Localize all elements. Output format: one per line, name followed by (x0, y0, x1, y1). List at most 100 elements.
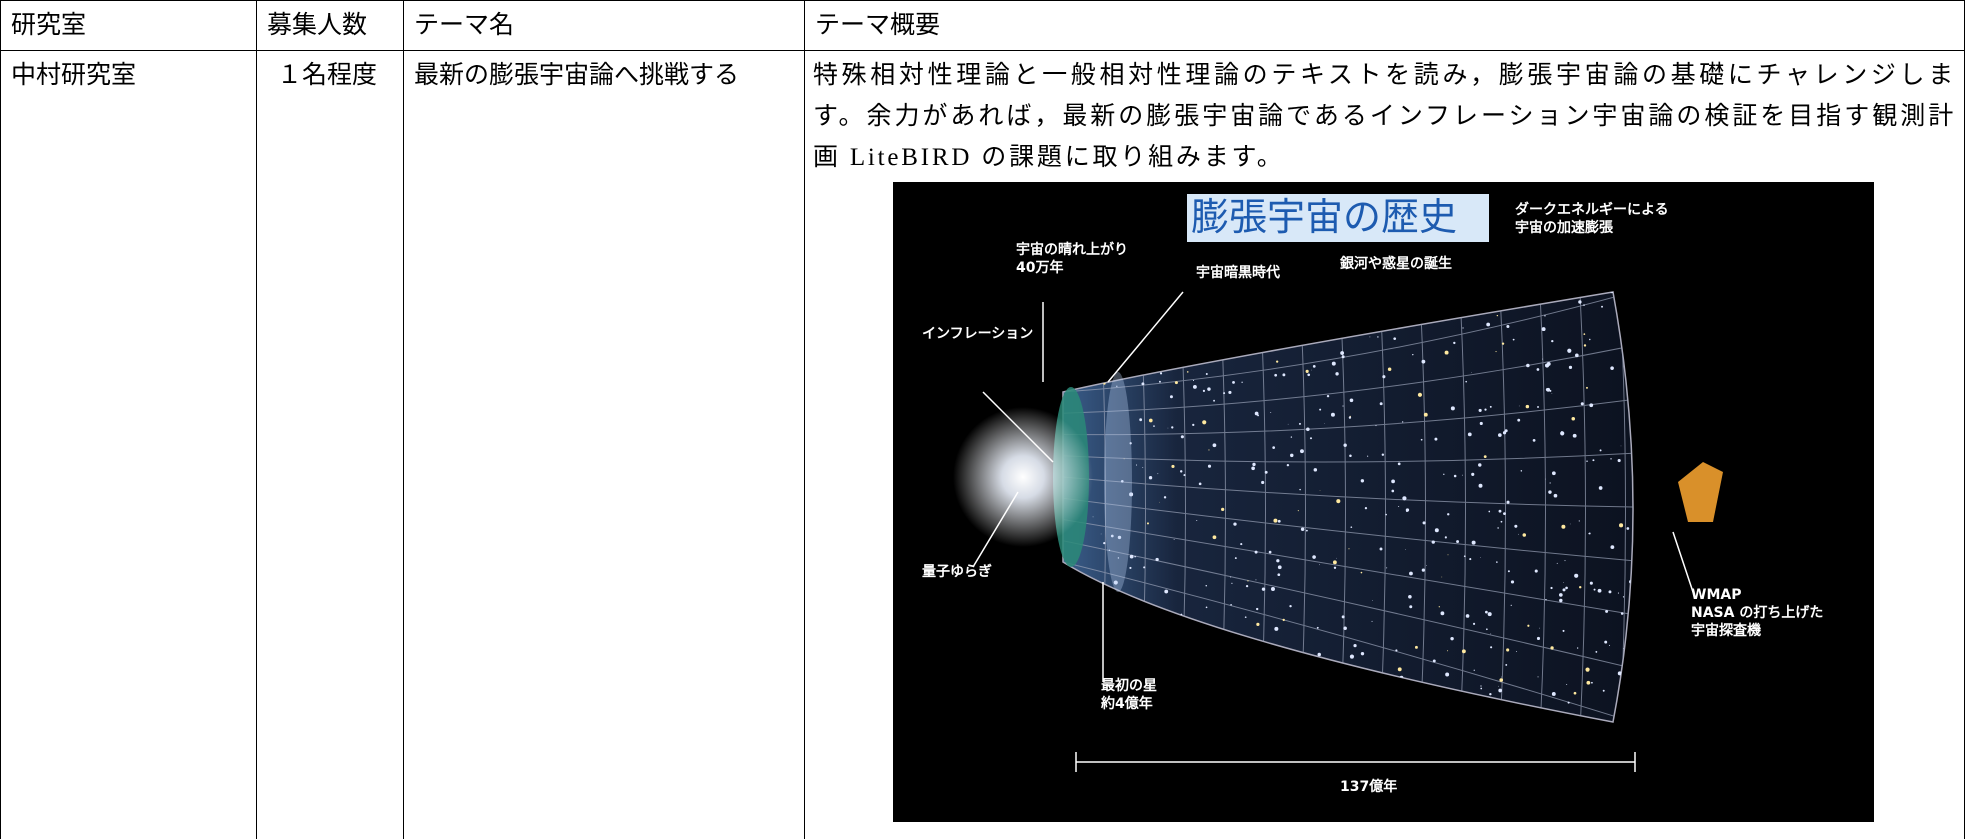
star (1170, 395, 1173, 398)
star (1375, 425, 1376, 426)
star (1618, 593, 1619, 594)
star (1432, 540, 1435, 543)
star (1336, 558, 1337, 559)
star (1609, 590, 1612, 593)
star (1385, 514, 1387, 516)
star (1343, 627, 1347, 631)
star (1334, 567, 1336, 569)
star (1499, 510, 1502, 513)
star (1160, 372, 1162, 374)
star (1443, 474, 1444, 475)
star (1570, 524, 1571, 525)
star (1342, 355, 1345, 358)
star (1566, 684, 1567, 685)
star (1291, 436, 1292, 437)
star (1398, 463, 1401, 466)
star (1506, 325, 1509, 328)
cell: １名程度 (257, 51, 404, 839)
star (1451, 406, 1455, 410)
figure-label: WMAP (1691, 587, 1741, 603)
star (1539, 628, 1540, 629)
star (1464, 555, 1466, 557)
star (1589, 403, 1593, 407)
star (1408, 595, 1412, 599)
star (1206, 585, 1207, 586)
star (1306, 428, 1310, 432)
star (1511, 605, 1512, 606)
star (1199, 482, 1202, 485)
star (1361, 652, 1364, 655)
star (1445, 673, 1449, 677)
star (1348, 548, 1349, 549)
star (1388, 368, 1392, 372)
star (1274, 627, 1278, 631)
star (1274, 374, 1277, 377)
star (1409, 605, 1412, 608)
star (1319, 564, 1320, 565)
star (1245, 616, 1247, 618)
star (1542, 359, 1543, 360)
header-cell: 募集人数 (257, 1, 404, 51)
star (1610, 545, 1614, 549)
star (1490, 406, 1492, 408)
star (1418, 393, 1422, 397)
star (1412, 354, 1413, 355)
star (1496, 351, 1497, 352)
star (1474, 670, 1475, 671)
star (1577, 647, 1578, 648)
star (1336, 499, 1340, 503)
star (1551, 340, 1553, 342)
star (1306, 530, 1308, 532)
star (1535, 570, 1538, 573)
star (1581, 402, 1584, 405)
star (1511, 580, 1514, 583)
star (1187, 371, 1189, 373)
star (1552, 393, 1553, 394)
star (1276, 360, 1278, 362)
star (1314, 468, 1317, 471)
star (1523, 533, 1527, 537)
star (1519, 406, 1520, 407)
star (1447, 513, 1449, 515)
star (1290, 454, 1293, 457)
star (1571, 417, 1575, 421)
star (1516, 651, 1517, 652)
star (1469, 558, 1471, 560)
star (1382, 454, 1384, 456)
star (1300, 449, 1304, 453)
star (1129, 567, 1131, 569)
star (1265, 471, 1268, 474)
star (1343, 444, 1346, 447)
star (1601, 306, 1603, 308)
star (1498, 689, 1502, 693)
star (1490, 646, 1492, 648)
star (1175, 381, 1178, 384)
star (1591, 682, 1593, 684)
star (1497, 315, 1498, 316)
star (1386, 567, 1387, 568)
star (1623, 648, 1624, 649)
star (1149, 476, 1152, 479)
star (1575, 354, 1579, 358)
star (1599, 486, 1603, 490)
star (1139, 418, 1142, 421)
star (1545, 364, 1549, 368)
star (1589, 339, 1590, 340)
star (1255, 412, 1259, 416)
star (1272, 446, 1275, 449)
star (1342, 615, 1345, 618)
star (1478, 463, 1481, 466)
star (1342, 405, 1343, 406)
star (1573, 434, 1577, 438)
star (1574, 692, 1577, 695)
star (1603, 690, 1605, 692)
star (1441, 577, 1442, 578)
star (1350, 526, 1352, 528)
star (1526, 364, 1530, 368)
star (1465, 381, 1467, 383)
star (1542, 327, 1546, 331)
star (1256, 579, 1257, 580)
star (1256, 608, 1258, 610)
star (1287, 464, 1289, 466)
star (1233, 522, 1236, 525)
